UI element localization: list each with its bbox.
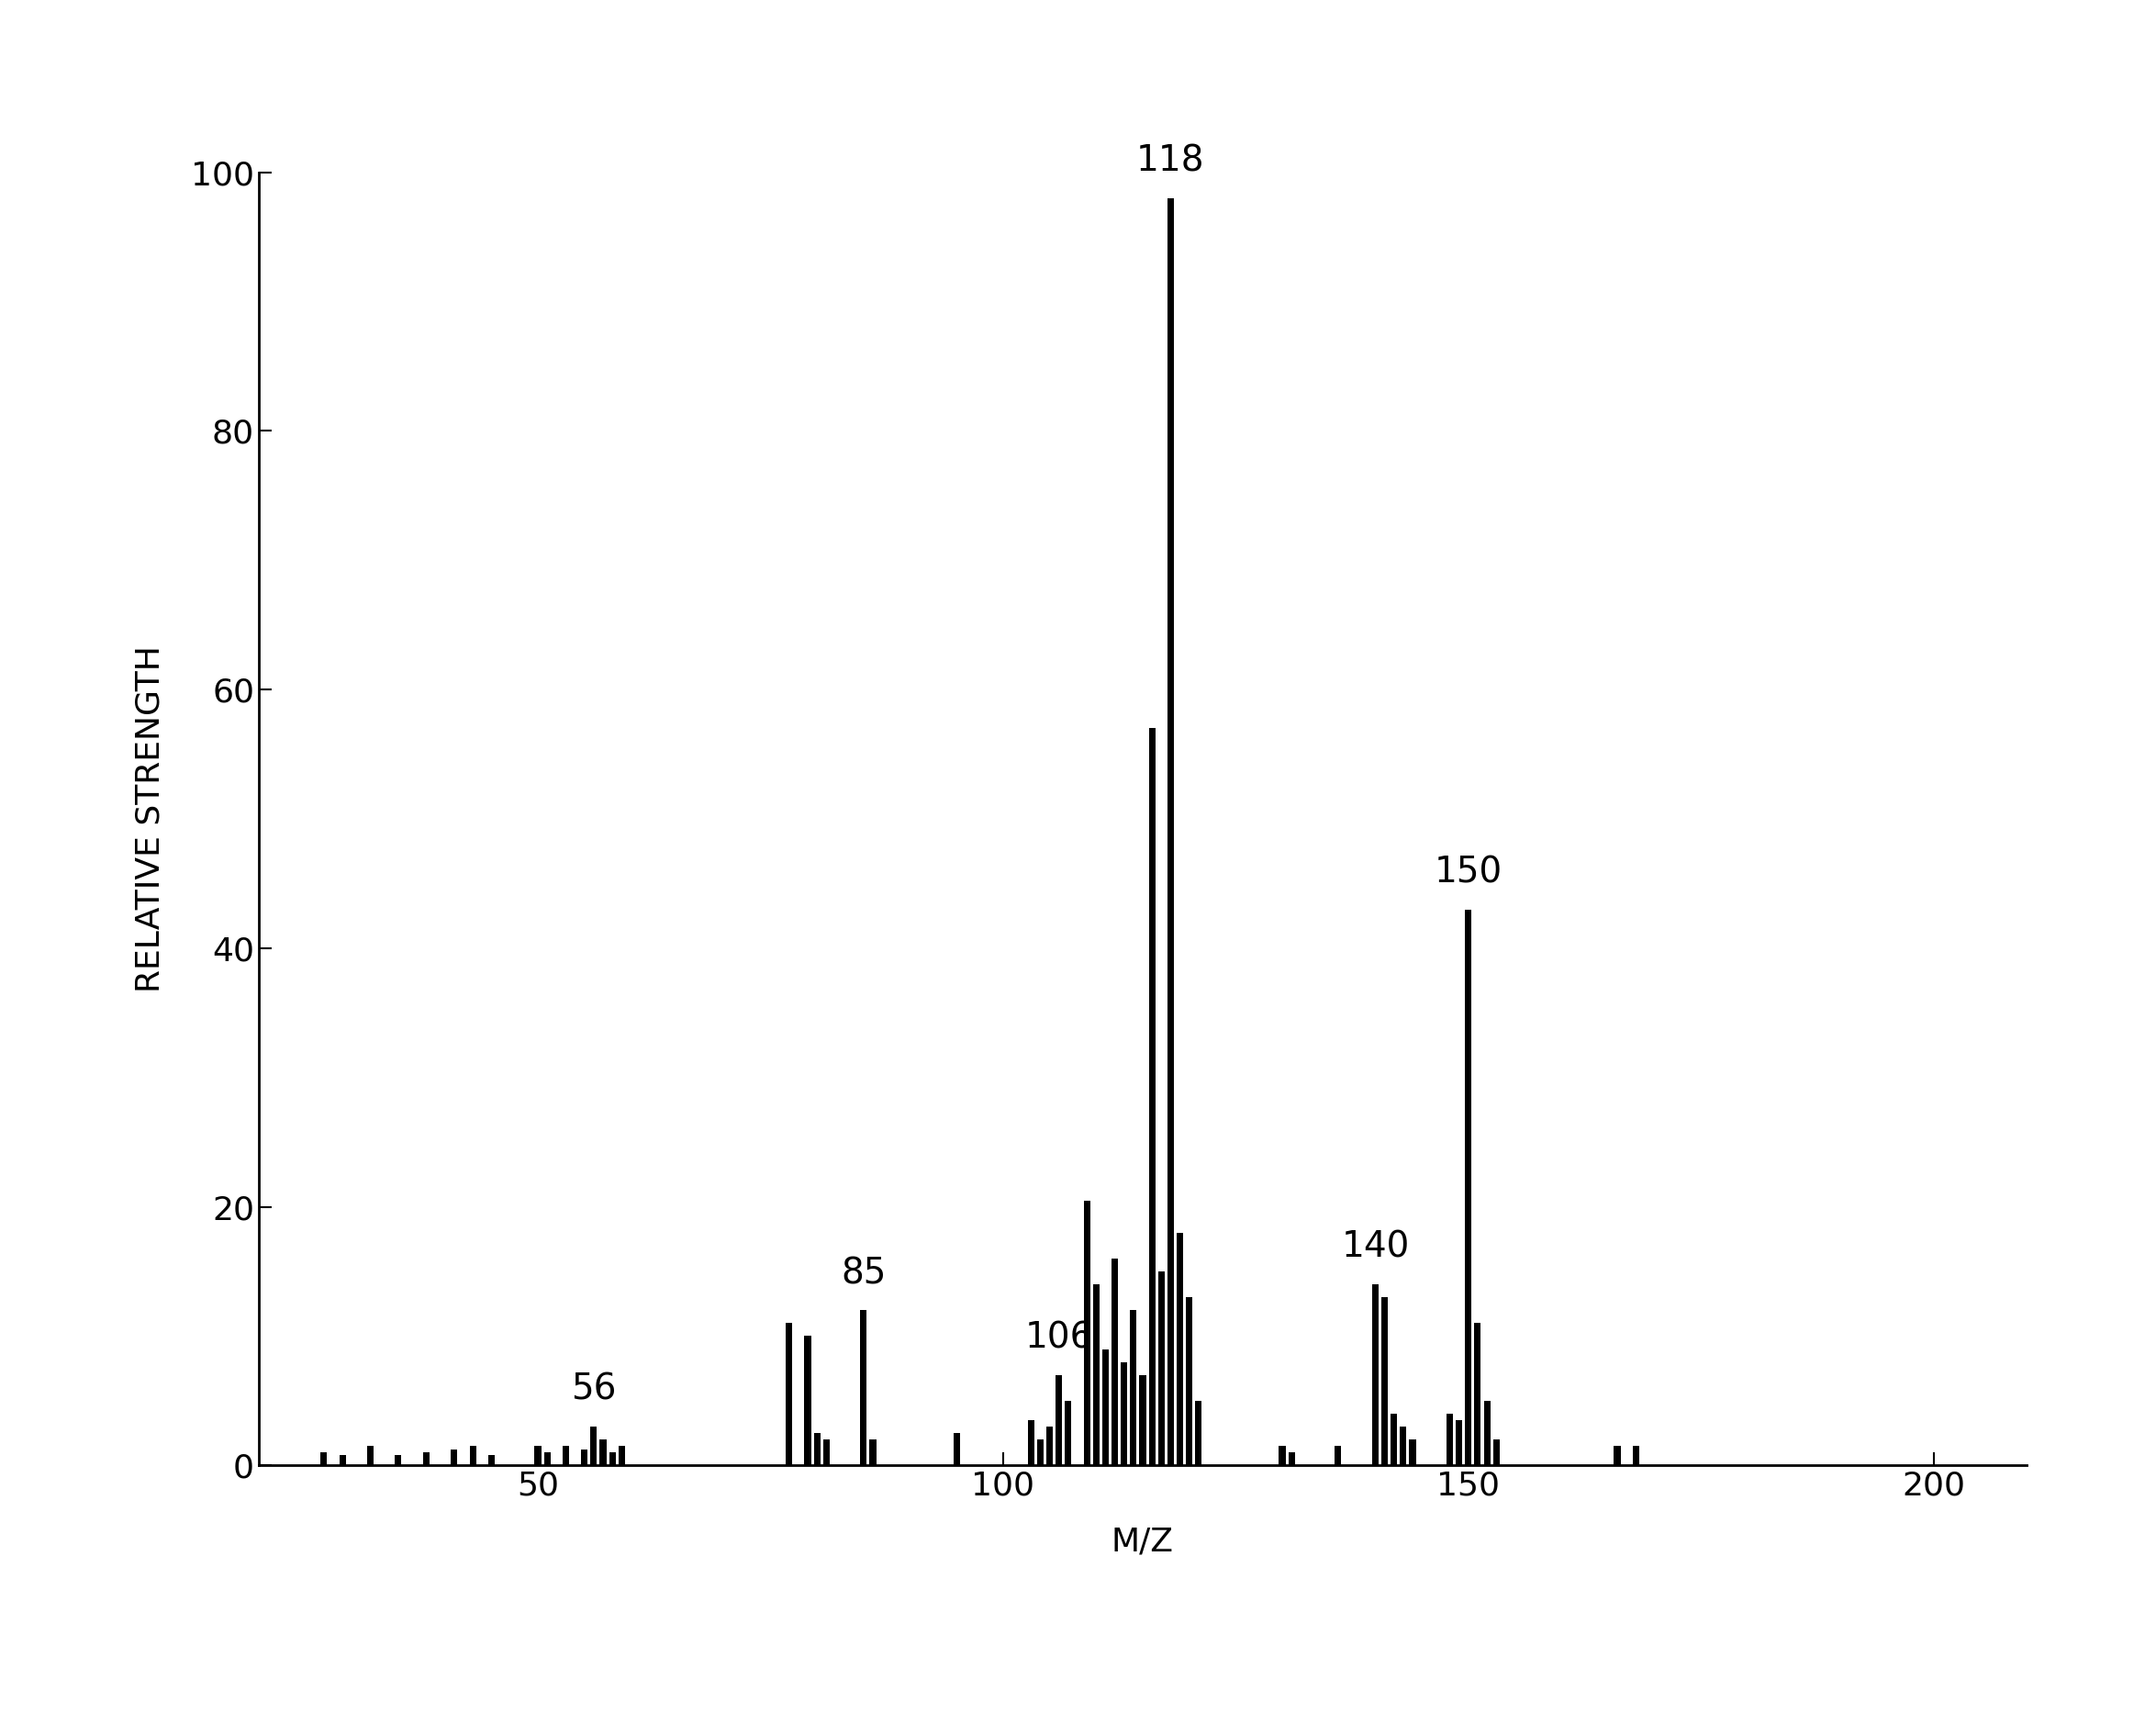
Bar	[563, 1446, 569, 1465]
Bar	[1335, 1446, 1341, 1465]
X-axis label: M/Z: M/Z	[1112, 1526, 1173, 1558]
Bar	[1065, 1400, 1072, 1465]
Text: 56: 56	[571, 1372, 617, 1407]
Bar	[813, 1433, 819, 1465]
Bar	[1046, 1427, 1052, 1465]
Bar	[869, 1440, 875, 1465]
Bar	[1138, 1376, 1147, 1465]
Bar	[591, 1427, 597, 1465]
Bar	[1037, 1440, 1044, 1465]
Bar	[487, 1455, 494, 1465]
Bar	[470, 1446, 476, 1465]
Bar	[338, 1455, 345, 1465]
Bar	[1084, 1200, 1091, 1465]
Bar	[1399, 1427, 1406, 1465]
Text: 106: 106	[1024, 1321, 1093, 1355]
Bar	[785, 1324, 793, 1465]
Bar	[1632, 1446, 1639, 1465]
Bar	[1166, 198, 1173, 1465]
Bar	[367, 1446, 373, 1465]
Bar	[1121, 1362, 1128, 1465]
Bar	[619, 1446, 625, 1465]
Bar	[321, 1452, 328, 1465]
Bar	[1475, 1324, 1481, 1465]
Text: 118: 118	[1136, 145, 1205, 179]
Text: 150: 150	[1434, 855, 1503, 890]
Bar	[451, 1450, 457, 1465]
Bar	[804, 1336, 811, 1465]
Bar	[1177, 1233, 1184, 1465]
Bar	[1466, 910, 1473, 1465]
Bar	[824, 1440, 830, 1465]
Bar	[423, 1452, 429, 1465]
Bar	[860, 1310, 867, 1465]
Bar	[608, 1452, 617, 1465]
Bar	[953, 1433, 959, 1465]
Text: 140: 140	[1341, 1231, 1410, 1265]
Bar	[1289, 1452, 1296, 1465]
Bar	[1382, 1296, 1388, 1465]
Bar	[535, 1446, 541, 1465]
Bar	[1093, 1284, 1100, 1465]
Bar	[1186, 1296, 1192, 1465]
Bar	[1410, 1440, 1416, 1465]
Bar	[1028, 1421, 1035, 1465]
Y-axis label: RELATIVE STRENGTH: RELATIVE STRENGTH	[134, 645, 166, 993]
Bar	[1194, 1400, 1201, 1465]
Bar	[1056, 1376, 1063, 1465]
Bar	[1455, 1421, 1462, 1465]
Bar	[543, 1452, 550, 1465]
Bar	[1158, 1272, 1164, 1465]
Bar	[582, 1450, 589, 1465]
Bar	[1492, 1440, 1501, 1465]
Bar	[1615, 1446, 1621, 1465]
Bar	[1149, 728, 1156, 1465]
Bar	[599, 1440, 606, 1465]
Bar	[1371, 1284, 1378, 1465]
Bar	[1483, 1400, 1490, 1465]
Bar	[1391, 1414, 1397, 1465]
Bar	[1102, 1348, 1108, 1465]
Bar	[1130, 1310, 1136, 1465]
Bar	[395, 1455, 401, 1465]
Bar	[1279, 1446, 1285, 1465]
Bar	[1447, 1414, 1453, 1465]
Text: 85: 85	[841, 1257, 886, 1291]
Bar	[1112, 1259, 1119, 1465]
